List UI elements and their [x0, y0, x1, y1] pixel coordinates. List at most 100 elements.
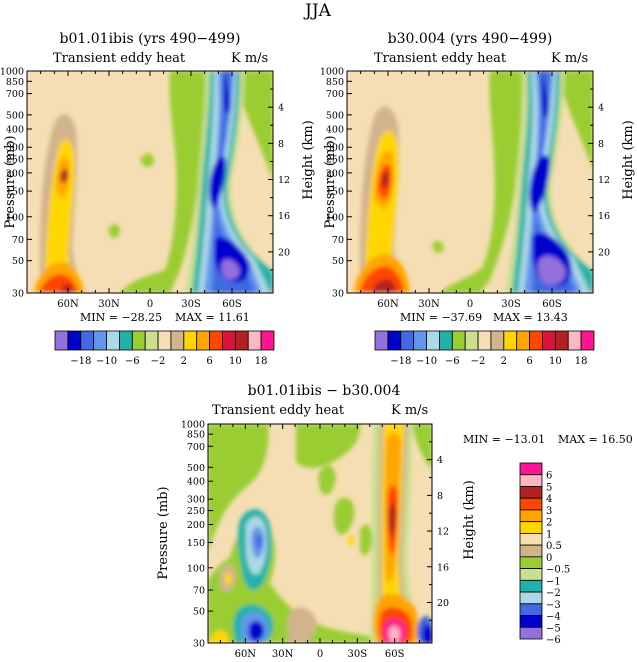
- y-tick-label: 1000: [181, 420, 205, 431]
- panel-a-ylabel: Pressure (mb): [3, 135, 18, 228]
- colorbar-label: −5: [546, 623, 561, 634]
- y-tick-label: 300: [187, 495, 205, 506]
- height-tick-label: 20: [278, 247, 290, 258]
- panel-c-ylabel: Pressure (mb): [156, 486, 171, 579]
- x-tick-label: 60S: [385, 649, 405, 660]
- colorbar-swatch: [144, 330, 159, 351]
- colorbar-label: −18: [390, 356, 411, 367]
- height-tick-label: 4: [278, 103, 284, 114]
- height-tick-label: 20: [437, 598, 449, 609]
- colorbar-swatch: [400, 330, 415, 351]
- colorbar-label: −6: [125, 356, 140, 367]
- colorbar-label: 0: [546, 553, 552, 564]
- panel-b-field: [347, 71, 593, 293]
- panel-c-min: MIN = −13.01: [463, 433, 545, 446]
- panel-a-title: b01.01ibis (yrs 490−499): [60, 31, 241, 47]
- panel-c-subtitle-right: K m/s: [391, 403, 428, 418]
- colorbar-swatch: [247, 330, 262, 351]
- panel-a-min: MIN = −28.25: [80, 311, 162, 324]
- y-tick-label: 100: [187, 563, 205, 574]
- colorbar-swatch: [580, 330, 595, 351]
- colorbar-swatch: [196, 330, 210, 351]
- height-tick-label: 8: [598, 139, 604, 150]
- colorbar-swatch: [519, 509, 543, 523]
- height-tick-label: 8: [278, 139, 284, 150]
- panel-c-subtitle-left: Transient eddy heat: [212, 403, 345, 418]
- colorbar-swatch: [519, 521, 543, 534]
- y-tick-label: 200: [326, 168, 344, 179]
- panel-a-ylabel-right: Height (km): [301, 120, 316, 200]
- colorbar-swatch: [170, 330, 185, 351]
- colorbar-swatch: [529, 330, 543, 351]
- colorbar-swatch: [519, 603, 543, 616]
- colorbar-swatch: [260, 330, 275, 351]
- colorbar-label: −2: [546, 588, 561, 599]
- panel-c-max: MAX = 16.50: [558, 433, 633, 446]
- height-tick-label: 12: [437, 527, 449, 538]
- y-tick-label: 500: [187, 463, 205, 474]
- x-tick-label: 30N: [98, 299, 120, 310]
- y-tick-label: 250: [6, 154, 24, 165]
- y-tick-label: 700: [6, 89, 24, 100]
- colorbar-swatch: [80, 330, 95, 351]
- page-title: JJA: [303, 1, 332, 21]
- x-tick-label: 30S: [501, 299, 521, 310]
- colorbar-swatch: [54, 330, 69, 351]
- colorbar-swatch: [519, 579, 543, 593]
- colorbar-swatch: [67, 330, 82, 351]
- x-tick-label: 0: [147, 299, 153, 310]
- y-tick-label: 70: [193, 586, 205, 597]
- colorbar-label: 3: [546, 506, 552, 517]
- y-tick-label: 50: [12, 256, 24, 267]
- colorbar-swatch: [519, 615, 543, 628]
- colorbar-label: 6: [526, 356, 532, 367]
- y-tick-label: 400: [6, 125, 24, 136]
- y-tick-label: 400: [326, 125, 344, 136]
- y-tick-label: 850: [6, 77, 24, 88]
- panel-a-subtitle-right: K m/s: [231, 51, 268, 66]
- panel-a: b01.01ibis (yrs 490−499) Transient eddy …: [0, 31, 316, 324]
- x-tick-label: 0: [467, 299, 473, 310]
- colorbar-label: 10: [229, 356, 242, 367]
- y-tick-label: 700: [187, 442, 205, 453]
- colorbar-label: −2: [151, 356, 166, 367]
- y-tick-label: 300: [6, 143, 24, 154]
- y-tick-label: 150: [326, 187, 344, 198]
- colorbar-swatch: [106, 330, 120, 351]
- colorbar-swatch: [209, 330, 223, 351]
- colorbar-label: 2: [501, 356, 507, 367]
- panel-b-subtitle-left: Transient eddy heat: [374, 51, 507, 66]
- y-tick-label: 30: [12, 289, 24, 300]
- y-tick-label: 250: [326, 154, 344, 165]
- y-tick-label: 50: [193, 607, 205, 618]
- colorbar-swatch: [464, 330, 479, 351]
- colorbar-label: 2: [546, 518, 552, 529]
- x-tick-label: 60N: [377, 299, 399, 310]
- y-tick-label: 1000: [0, 67, 24, 78]
- y-tick-label: 30: [332, 289, 344, 300]
- y-tick-label: 70: [332, 235, 344, 246]
- colorbar-swatch: [516, 330, 530, 351]
- height-tick-label: 16: [278, 211, 290, 222]
- colorbar-swatch: [234, 330, 249, 351]
- colorbar-swatch: [519, 486, 543, 499]
- y-tick-label: 50: [332, 256, 344, 267]
- colorbar-swatch: [519, 544, 543, 558]
- colorbar-swatch: [519, 626, 543, 640]
- colorbar-label: −18: [70, 356, 91, 367]
- colorbar-swatch: [119, 330, 133, 351]
- colorbar-swatch: [451, 330, 466, 351]
- panel-a-max: MAX = 11.61: [175, 311, 250, 324]
- height-tick-label: 16: [598, 211, 610, 222]
- colorbar-label: 6: [546, 471, 552, 482]
- y-tick-label: 500: [6, 110, 24, 121]
- colorbar-label: −1: [546, 576, 561, 587]
- x-tick-label: 60S: [542, 299, 562, 310]
- colorbar-swatch: [519, 568, 543, 581]
- colorbar-b: −18 −10 −6 −2 2 6 10 18: [374, 330, 595, 367]
- y-tick-label: 200: [6, 168, 24, 179]
- colorbar-label: 2: [181, 356, 187, 367]
